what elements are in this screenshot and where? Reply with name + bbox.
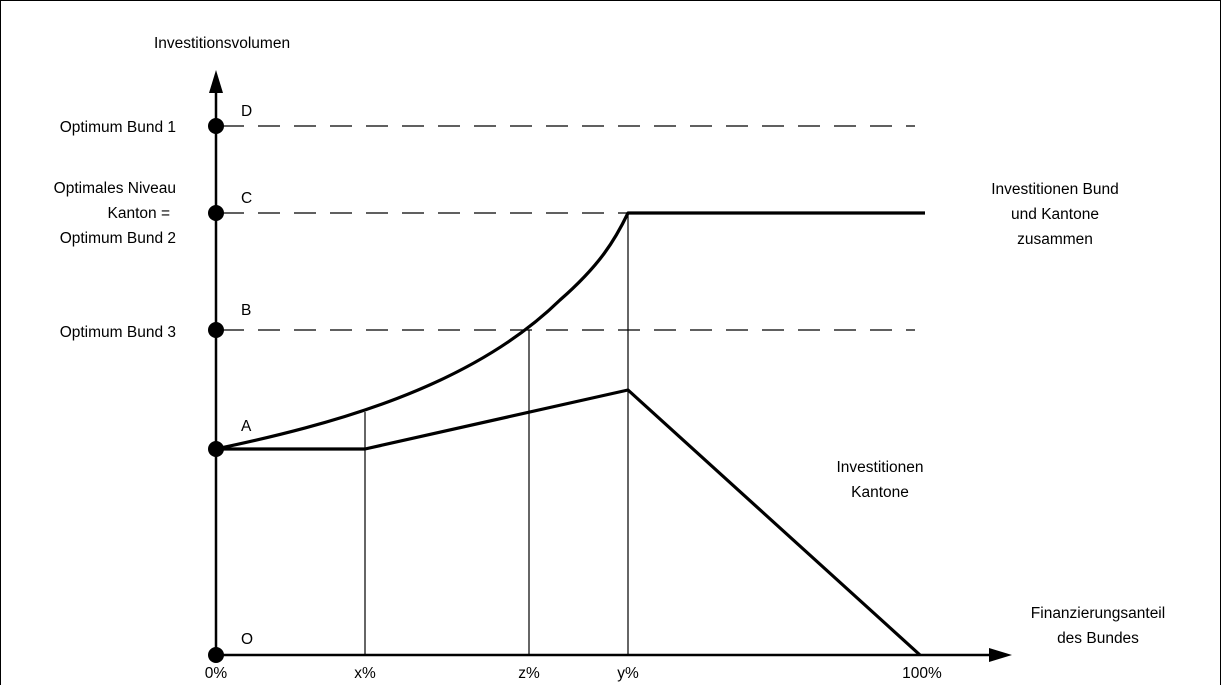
x-axis-arrow — [989, 648, 1012, 662]
point-d-marker — [208, 118, 224, 134]
combined-curve-label-line3: zusammen — [1017, 231, 1093, 248]
level-c-label-line1: Optimales Niveau — [54, 180, 176, 197]
y-axis-title: Investitionsvolumen — [154, 35, 290, 52]
canton-curve-label-line1: Investitionen — [836, 459, 923, 476]
level-c-label-line2: Kanton = — [108, 205, 170, 222]
canton-investment-curve — [216, 388, 922, 657]
x-axis-title-line2: des Bundes — [1057, 630, 1139, 647]
point-o-marker — [208, 647, 224, 663]
x-tick-x: x% — [354, 665, 376, 682]
point-c-label: C — [241, 190, 252, 207]
point-d-label: D — [241, 103, 252, 120]
x-tick-z: z% — [518, 665, 540, 682]
x-tick-y: y% — [617, 665, 639, 682]
x-axis-title-line1: Finanzierungsanteil — [1031, 605, 1165, 622]
x-tick-100: 100% — [902, 665, 942, 682]
point-a-label: A — [241, 418, 252, 435]
level-b-label: Optimum Bund 3 — [60, 324, 176, 341]
combined-curve-label-line1: Investitionen Bund — [991, 181, 1119, 198]
level-d-label: Optimum Bund 1 — [60, 119, 176, 136]
x-tick-0: 0% — [205, 665, 228, 682]
canton-curve-label-line2: Kantone — [851, 484, 909, 501]
y-axis-arrow — [209, 70, 223, 93]
level-c-label-line3: Optimum Bund 2 — [60, 230, 176, 247]
combined-investment-curve — [215, 211, 925, 451]
point-o-label: O — [241, 631, 253, 648]
point-b-marker — [208, 322, 224, 338]
point-b-label: B — [241, 302, 251, 319]
combined-curve-label-line2: und Kantone — [1011, 206, 1099, 223]
point-c-marker — [208, 205, 224, 221]
point-a-marker — [208, 441, 224, 457]
